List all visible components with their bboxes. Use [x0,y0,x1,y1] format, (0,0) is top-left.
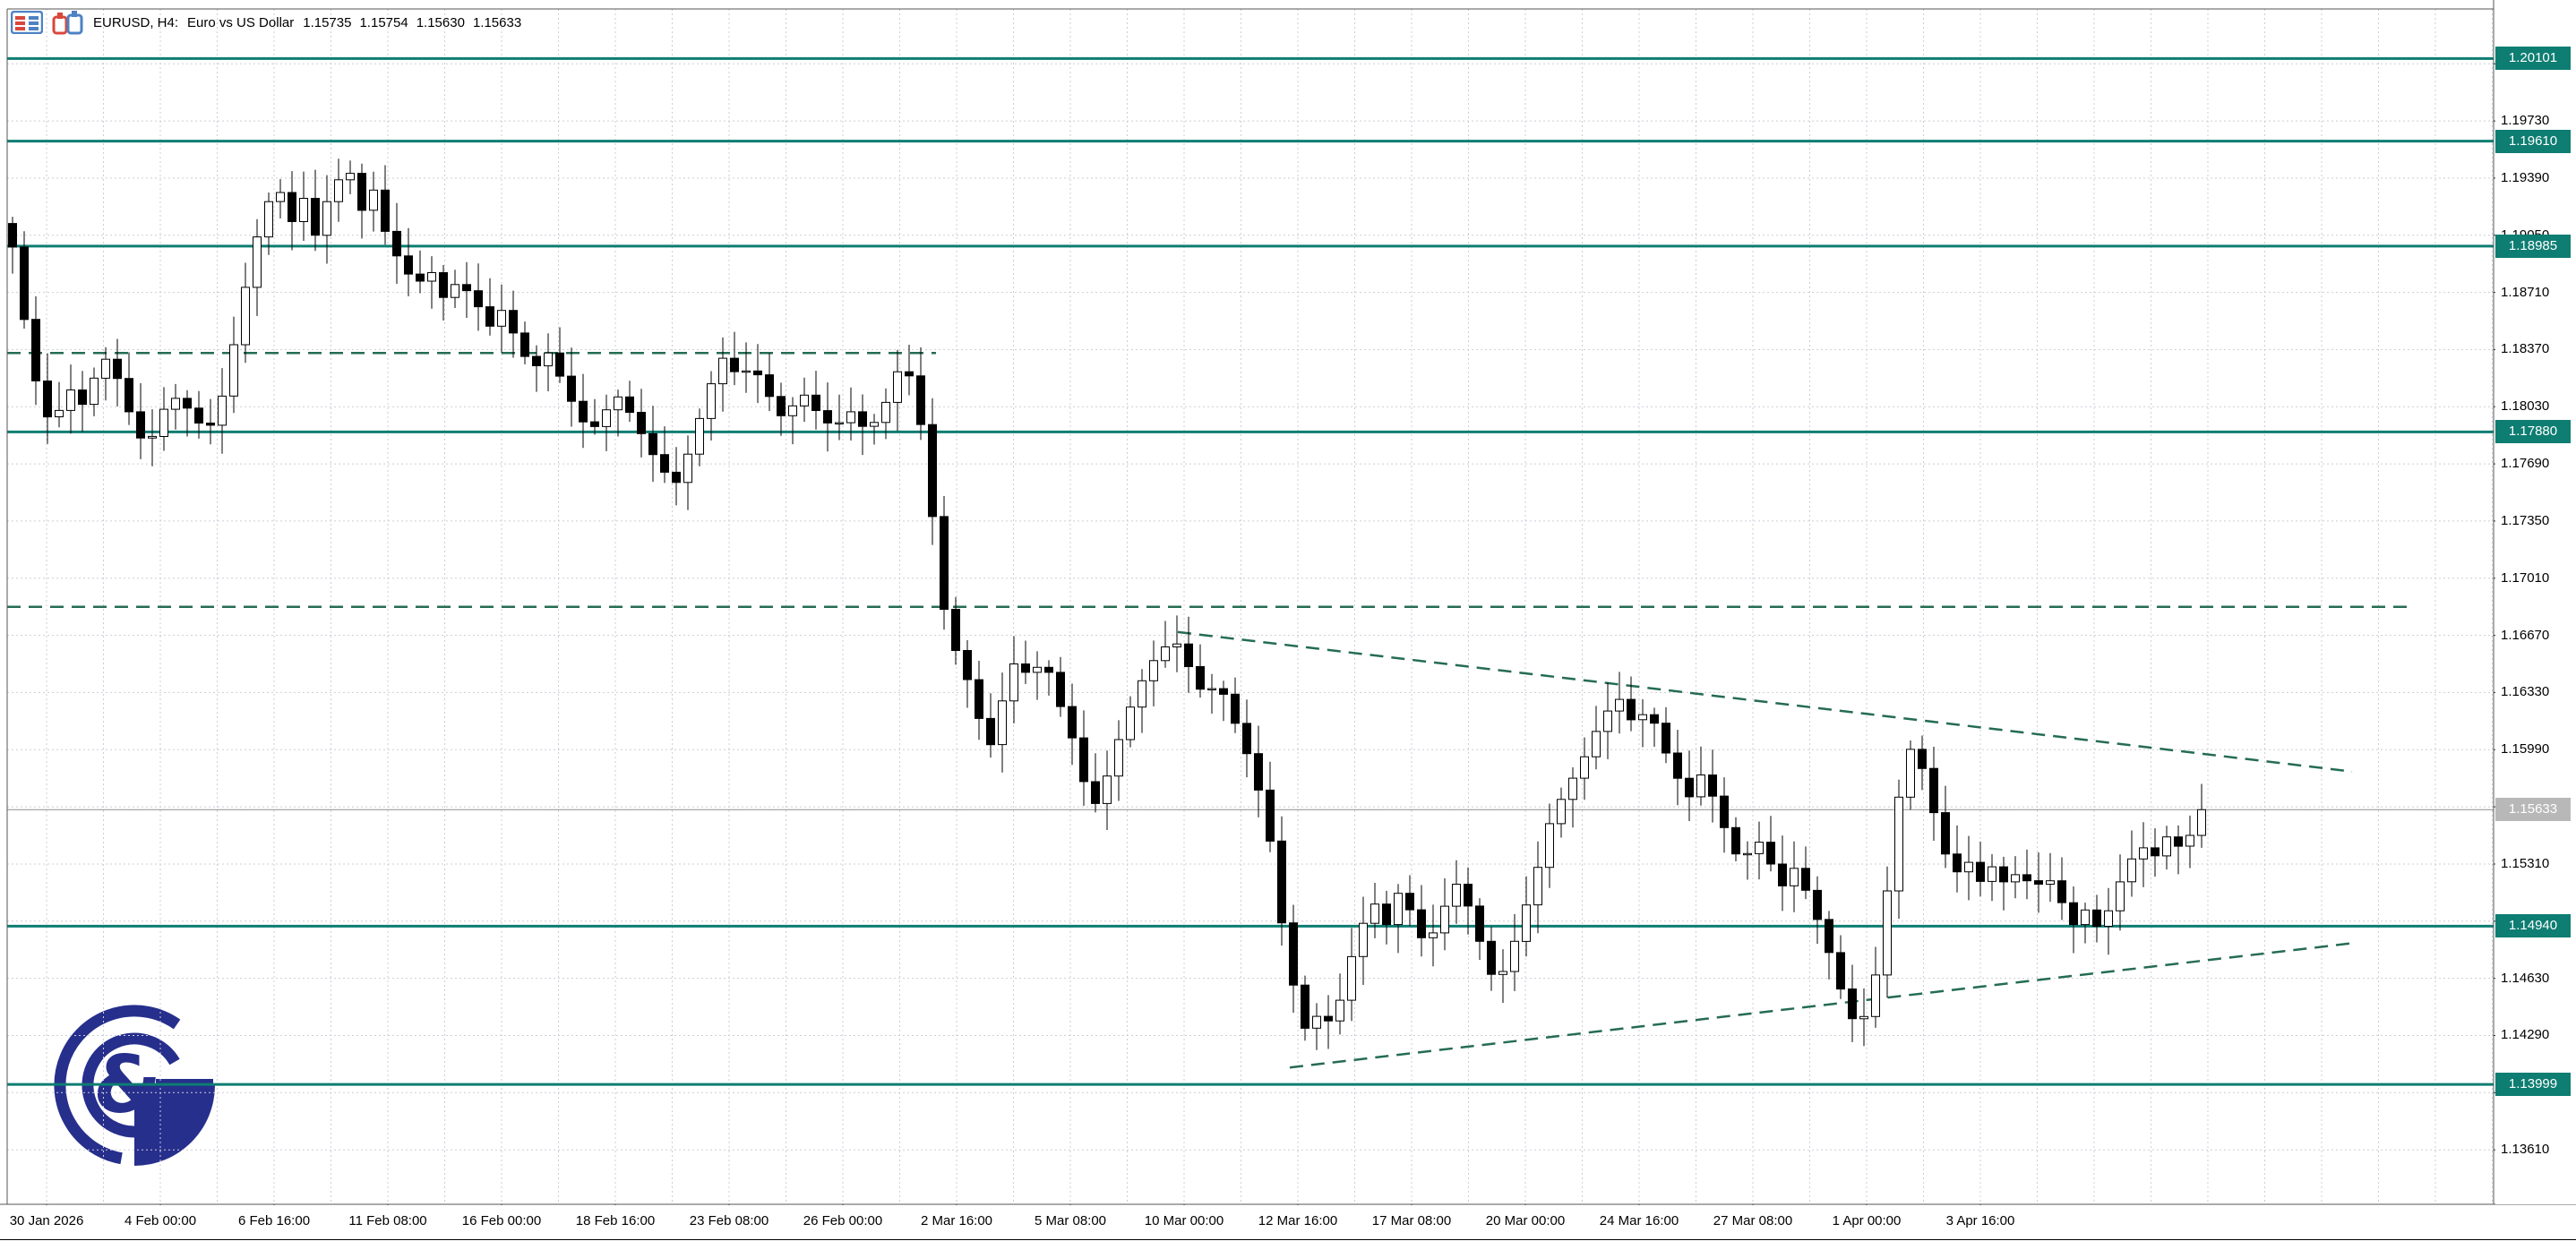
price-tick-label: 1.13610 [2501,1142,2550,1158]
price-tick-label: 1.17350 [2501,512,2550,528]
time-axis-label: 30 Jan 2026 [9,1213,84,1228]
broker-logo-watermark: & [54,1005,215,1166]
symbol-period-label: EURUSD, H4: [93,14,179,30]
level-price-badge: 1.14940 [2495,914,2571,938]
price-tick-label: 1.19390 [2501,169,2550,185]
time-axis[interactable]: 30 Jan 2026 4 Feb 00:00 6 Feb 16:00 11 Feb … [0,1205,2576,1239]
price-tick-label: 1.14630 [2501,970,2550,986]
time-axis-label: 5 Mar 08:00 [1034,1213,1107,1228]
close-value: 1.15633 [472,14,522,30]
level-price-badge: 1.13999 [2495,1073,2571,1097]
time-axis-label: 18 Feb 16:00 [575,1213,656,1228]
time-axis-label: 23 Feb 08:00 [689,1213,769,1228]
market-watch-icon[interactable] [11,11,43,34]
time-axis-label: 3 Apr 16:00 [1945,1213,2015,1228]
price-tick-label: 1.17010 [2501,569,2550,586]
triangle-trendline[interactable] [1289,941,2355,1069]
time-axis-label: 2 Mar 16:00 [920,1213,993,1228]
level-price-badge: 1.17880 [2495,420,2571,444]
time-axis-label: 1 Apr 00:00 [1832,1213,1902,1228]
time-axis-label: 17 Mar 08:00 [1371,1213,1452,1228]
time-axis-label: 24 Mar 16:00 [1599,1213,1679,1228]
price-tick-label: 1.18710 [2501,284,2550,300]
new-chart-icon[interactable] [52,10,84,35]
time-axis-label: 12 Mar 16:00 [1258,1213,1338,1228]
time-axis-label: 6 Feb 16:00 [237,1213,311,1228]
support-resistance-levels[interactable] [7,56,2494,1086]
bid-price-badge: 1.15633 [2495,798,2571,822]
price-tick-label: 1.19730 [2501,113,2550,129]
price-tick-label: 1.18030 [2501,398,2550,415]
price-tick-label: 1.18370 [2501,341,2550,357]
time-axis-label: 20 Mar 00:00 [1485,1213,1566,1228]
low-value: 1.15630 [416,14,465,30]
open-value: 1.15735 [303,14,352,30]
level-price-badge: 1.19610 [2495,129,2571,153]
level-price-badge: 1.18985 [2495,234,2571,258]
chart-title-bar: EURUSD, H4: Euro vs US Dollar 1.15735 1.1… [11,10,529,35]
price-tick-label: 1.15990 [2501,741,2550,757]
level-price-badge: 1.20101 [2495,47,2571,71]
time-axis-label: 27 Mar 08:00 [1713,1213,1793,1228]
ohlc-quote-values: 1.15735 1.15754 1.15630 1.15633 [303,15,529,30]
price-tick-label: 1.15310 [2501,855,2550,871]
price-tick-label: 1.16330 [2501,684,2550,700]
price-tick-label: 1.16670 [2501,627,2550,643]
time-axis-label: 16 Feb 00:00 [461,1213,542,1228]
time-axis-label: 11 Feb 08:00 [348,1213,427,1228]
price-tick-label: 1.14290 [2501,1027,2550,1043]
high-value: 1.15754 [359,14,408,30]
price-axis[interactable]: 1.200701.197301.193901.190501.187101.183… [2495,0,2576,1204]
time-axis-label: 4 Feb 00:00 [124,1213,197,1228]
price-tick-label: 1.17690 [2501,456,2550,472]
symbol-description-label: Euro vs US Dollar [187,14,295,30]
dashed-trendlines[interactable] [7,351,2414,1069]
candlestick-series [8,158,2206,1050]
time-axis-label: 10 Mar 00:00 [1144,1213,1224,1228]
triangle-trendline[interactable] [1177,630,2353,773]
time-axis-label: 26 Feb 00:00 [803,1213,883,1228]
